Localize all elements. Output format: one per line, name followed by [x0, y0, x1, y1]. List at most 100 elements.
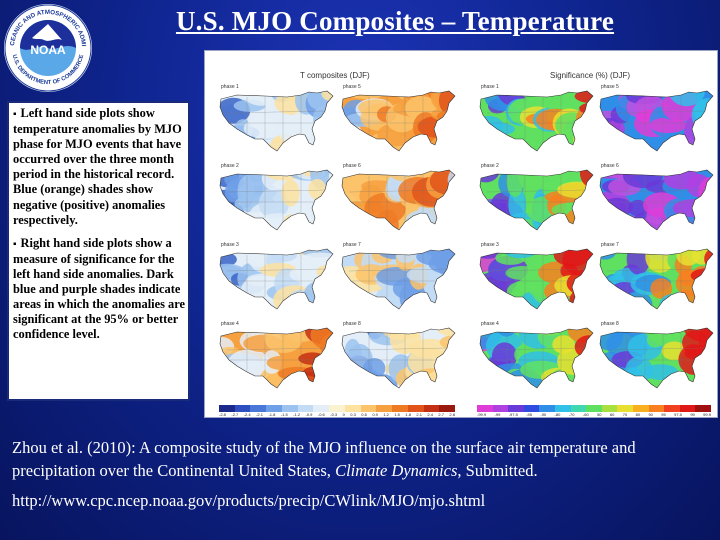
temperature-colorbar-tick: -0.9 [305, 412, 313, 417]
us-map [341, 90, 456, 152]
temperature-colorbar-tick: -1.8 [268, 412, 276, 417]
us-map [479, 169, 594, 231]
us-map [599, 90, 714, 152]
significance-colorbar-tick: 99.9 [703, 412, 711, 417]
citation: Zhou et al. (2010): A composite study of… [12, 436, 712, 482]
temperature-colorbar-swatch [344, 405, 361, 412]
significance-colorbar-tick: 60 [609, 412, 615, 417]
left-panel-phase-1: phase 1 [217, 84, 337, 166]
phase-label: phase 1 [221, 84, 239, 90]
left-panel-phase-7: phase 7 [339, 242, 459, 324]
temperature-colorbar-swatch [329, 405, 345, 412]
left-panel-phase-2: phase 2 [217, 163, 337, 245]
mjo-composite-figure: T composites (DJF) Significance (%) (DJF… [204, 50, 718, 418]
temperature-colorbar-swatch [219, 405, 235, 412]
temperature-colorbar-swatch [234, 405, 251, 412]
us-map [479, 90, 594, 152]
phase-label: phase 5 [601, 84, 619, 90]
phase-label: phase 7 [601, 242, 619, 248]
temperature-colorbar-tick: 2.4 [427, 412, 433, 417]
significance-colorbar-tick: -99 [494, 412, 501, 417]
phase-label: phase 2 [481, 163, 499, 169]
temperature-colorbar-tick: -1.5 [280, 412, 288, 417]
phase-label: phase 7 [343, 242, 361, 248]
note-text: Left hand side plots show temperature an… [13, 106, 182, 227]
citation-journal: Climate Dynamics [335, 461, 458, 480]
temperature-colorbar-swatch [439, 405, 456, 412]
phase-label: phase 8 [601, 321, 619, 327]
bullet-icon: ▪ [13, 238, 17, 250]
us-map [341, 169, 456, 231]
slide-title: U.S. MJO Composites – Temperature [175, 6, 615, 36]
significance-colorbar-swatch [632, 405, 649, 412]
temperature-colorbar-swatch [392, 405, 408, 412]
temperature-colorbar-tick: 2.1 [416, 412, 422, 417]
source-url[interactable]: http://www.cpc.ncep.noaa.gov/products/pr… [12, 491, 486, 510]
temperature-colorbar-tick: 0.9 [372, 412, 378, 417]
us-map [219, 327, 334, 389]
right-panel-phase-5: phase 5 [597, 84, 717, 166]
right-panel-phase-6: phase 6 [597, 163, 717, 245]
us-map [479, 327, 594, 389]
significance-colorbar-swatch [539, 405, 555, 412]
significance-colorbar-tick: 99 [690, 412, 695, 417]
us-map [341, 327, 456, 389]
phase-label: phase 2 [221, 163, 239, 169]
right-panel-phase-3: phase 3 [477, 242, 597, 324]
temperature-colorbar-tick: 1.5 [394, 412, 400, 417]
temperature-colorbar-swatch [360, 405, 377, 412]
temperature-colorbar-swatch [250, 405, 267, 412]
significance-colorbar-ticks: -99.9 -99 -97.5 -95 -90 -80 -70 -60 50 60 70 80 90 95… [477, 412, 711, 417]
temperature-colorbar-ticks: -2.8 -2.7 -2.4 -2.1 -1.8 -1.5 -1.2 -0.9 -0.6 -0.3… [219, 412, 455, 417]
left-panel-phase-3: phase 3 [217, 242, 337, 324]
phase-label: phase 5 [343, 84, 361, 90]
temperature-colorbar-tick: 1.2 [383, 412, 389, 417]
citation-text: Zhou et al. (2010): A composite study of… [12, 438, 636, 480]
significance-colorbar-swatch [586, 405, 602, 412]
temperature-colorbar-swatch [423, 405, 440, 412]
temperature-colorbar-tick: 1.8 [405, 412, 411, 417]
note-item: ▪ Left hand side plots show temperature a… [13, 106, 185, 228]
temperature-colorbar-tick: -2.1 [256, 412, 263, 417]
temperature-colorbar-swatch [281, 405, 298, 412]
temperature-colorbar-swatch [297, 405, 314, 412]
significance-colorbar-tick: -97.5 [508, 412, 518, 417]
us-map [341, 248, 456, 310]
significance-colorbar-tick: 97.5 [674, 412, 682, 417]
significance-colorbar-swatch [492, 405, 509, 412]
temperature-colorbar-tick: 0.6 [361, 412, 367, 417]
citation-suffix: , Submitted. [457, 461, 538, 480]
significance-colorbar [477, 405, 711, 412]
significance-colorbar-tick: 80 [635, 412, 641, 417]
right-panel-phase-2: phase 2 [477, 163, 597, 245]
temperature-colorbar-tick: -1.2 [293, 412, 301, 417]
temperature-colorbar-swatch [313, 405, 330, 412]
temperature-colorbar-tick: 0 [342, 412, 345, 417]
significance-colorbar-tick: 90 [648, 412, 653, 417]
significance-colorbar-swatch [523, 405, 540, 412]
phase-label: phase 3 [221, 242, 239, 248]
us-map [479, 248, 594, 310]
temperature-colorbar-tick: 2.8 [449, 412, 455, 417]
left-panel-phase-4: phase 4 [217, 321, 337, 403]
us-map [219, 248, 334, 310]
note-text: Right hand side plots show a measure of … [13, 235, 185, 342]
significance-colorbar-tick: 95 [661, 412, 666, 417]
temperature-colorbar-swatch [376, 405, 393, 412]
us-map [599, 169, 714, 231]
significance-colorbar-swatch [554, 405, 571, 412]
significance-colorbar-swatch [648, 405, 665, 412]
significance-colorbar-tick: 50 [597, 412, 602, 417]
us-map [219, 90, 334, 152]
phase-label: phase 3 [481, 242, 499, 248]
left-panel-phase-6: phase 6 [339, 163, 459, 245]
significance-colorbar-tick: -90 [540, 412, 547, 417]
right-panel-phase-7: phase 7 [597, 242, 717, 324]
temperature-colorbar-tick: -0.6 [317, 412, 325, 417]
temperature-colorbar-tick: 0.3 [350, 412, 356, 417]
logo-center-text: NOAA [30, 43, 66, 57]
significance-colorbar-tick: -95 [526, 412, 532, 417]
phase-label: phase 6 [601, 163, 619, 169]
significance-colorbar-swatch [695, 405, 711, 412]
us-map [219, 169, 334, 231]
